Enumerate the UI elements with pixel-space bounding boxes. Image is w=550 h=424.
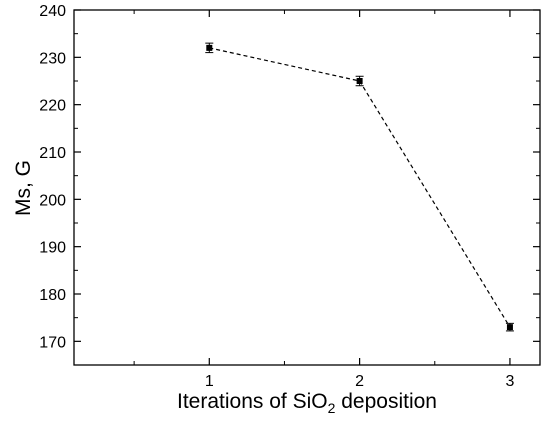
y-tick-label: 200	[39, 192, 66, 209]
x-axis-title-subscript: 2	[328, 400, 336, 416]
y-tick-label: 170	[39, 334, 66, 351]
data-point-marker	[356, 78, 363, 84]
y-axis-ticks: 170 180 190 200 210 220 230 240	[39, 3, 540, 366]
y-tick-label: 190	[39, 240, 66, 257]
series-line	[209, 47, 511, 328]
data-point-marker	[506, 324, 513, 331]
y-tick-label: 230	[39, 50, 66, 67]
x-axis-title-rest: deposition	[335, 390, 437, 413]
y-axis-title: Ms, G	[12, 160, 35, 216]
y-tick-label: 180	[39, 287, 66, 304]
x-axis-title: Iterations of SiO2 deposition	[177, 390, 437, 416]
y-tick-label: 220	[39, 98, 66, 115]
data-series	[205, 42, 514, 332]
x-axis-ticks: 1 2 3	[133, 10, 514, 390]
plot-frame	[73, 9, 541, 366]
x-tick-label: 2	[355, 373, 364, 390]
x-tick-label: 1	[205, 373, 214, 390]
x-axis-title-main: Iterations of SiO	[177, 390, 328, 413]
x-tick-label: 3	[505, 373, 514, 390]
y-tick-label: 210	[39, 145, 66, 162]
data-point-marker	[206, 44, 213, 51]
y-tick-label: 240	[39, 3, 66, 20]
